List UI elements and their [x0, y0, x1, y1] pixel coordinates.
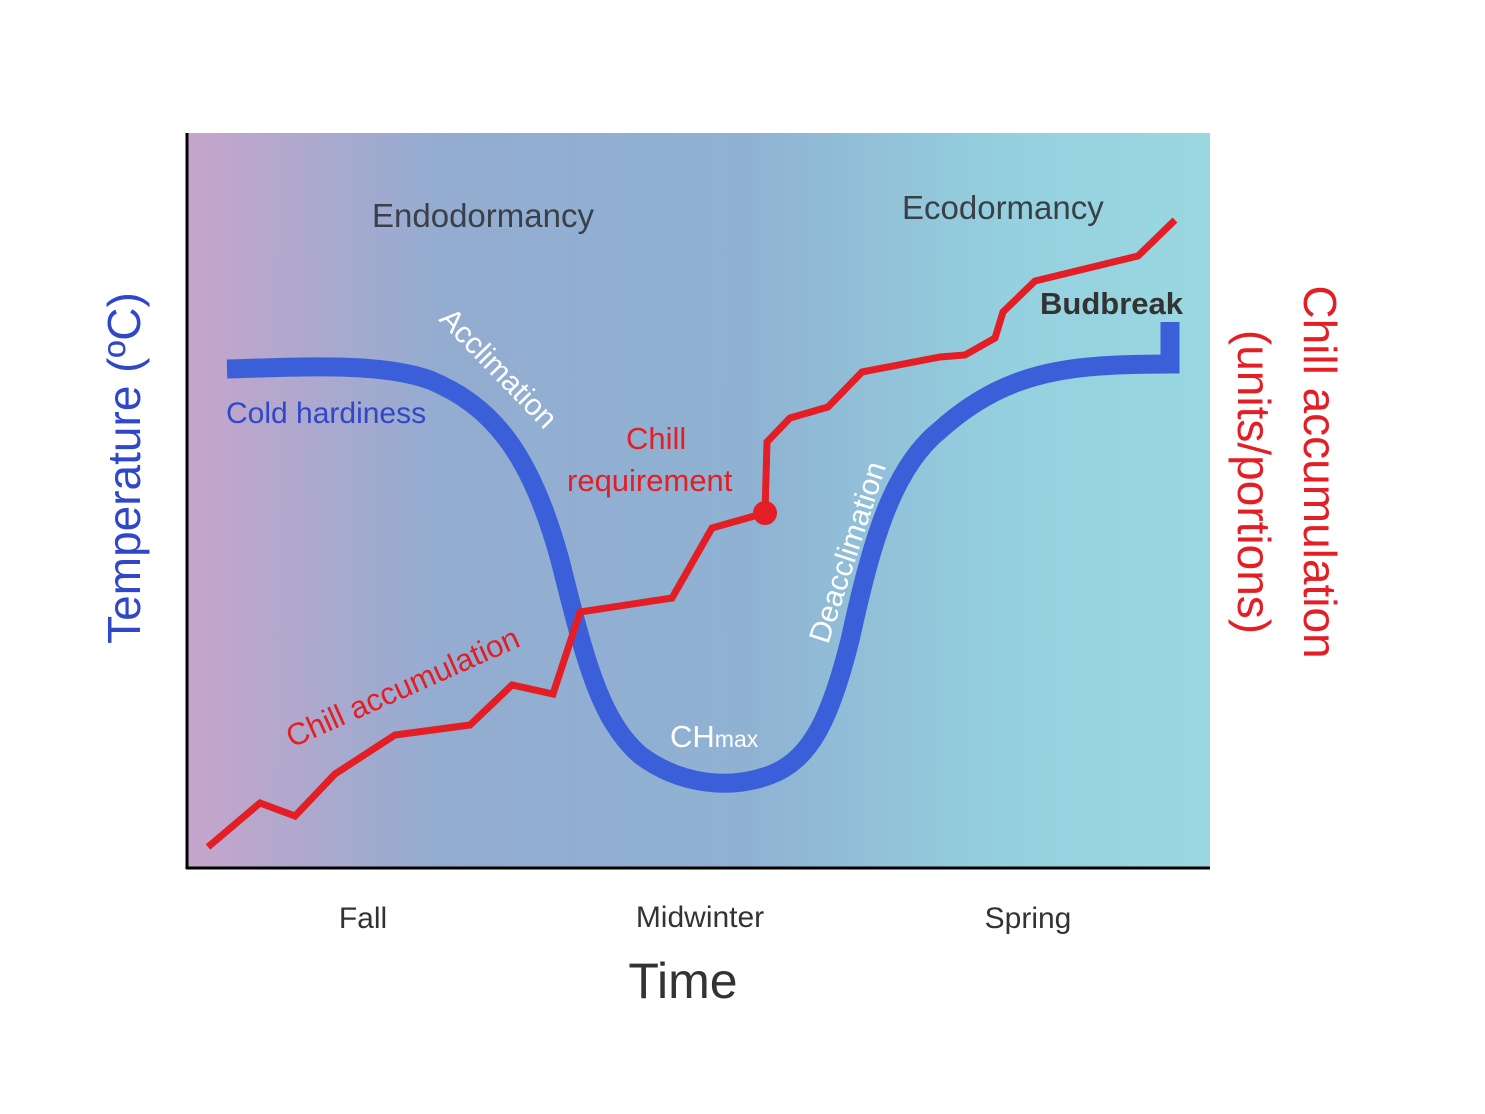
ch-max-label: CHmax [670, 719, 759, 754]
ch-max-subscript: max [715, 726, 759, 752]
x-axis-title: Time [628, 953, 737, 1009]
ch-max-main: CH [670, 719, 715, 754]
x-tick-midwinter: Midwinter [636, 901, 764, 934]
cold-hardiness-label: Cold hardiness [226, 397, 426, 430]
chill-requirement-label-1: Chill [626, 421, 686, 456]
endodormancy-label: Endodormancy [372, 197, 594, 234]
chill-requirement-marker [753, 501, 777, 525]
y-axis-left-title: Temperature (ºC) [98, 292, 150, 644]
ecodormancy-label: Ecodormancy [902, 189, 1104, 226]
x-tick-spring: Spring [985, 902, 1072, 935]
y-axis-right-title-line1: Chill accumulation [1294, 285, 1346, 658]
budbreak-label: Budbreak [1040, 286, 1184, 321]
plot-background [186, 133, 1210, 868]
chill-requirement-label-2: requirement [567, 463, 733, 498]
y-axis-right-title-line2: (units/portions) [1228, 330, 1280, 634]
cold-hardiness-curve [226, 322, 1180, 793]
x-tick-fall: Fall [339, 902, 387, 935]
